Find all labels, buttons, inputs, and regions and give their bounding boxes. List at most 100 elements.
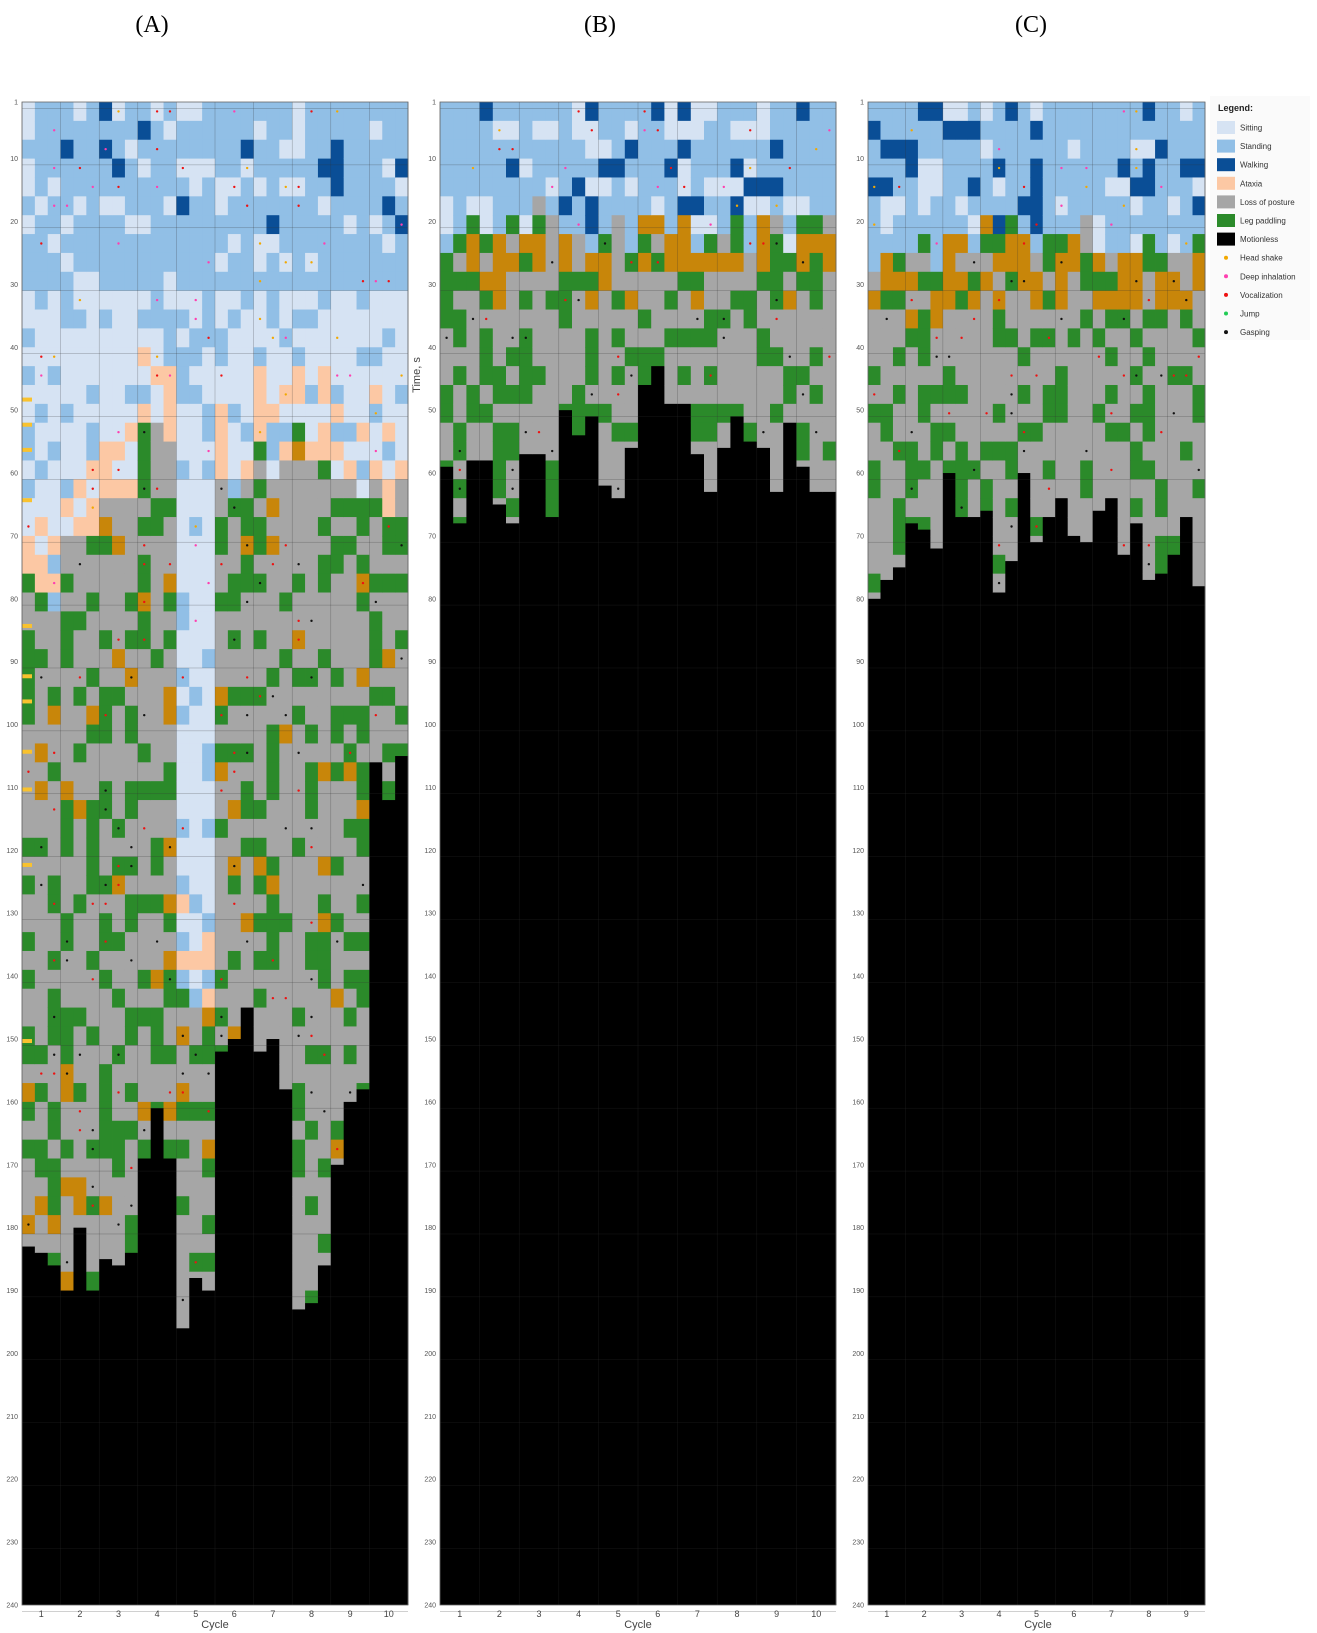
event-dot: [245, 600, 249, 604]
behaviour-cell: [1130, 441, 1143, 461]
behaviour-cell: [292, 932, 306, 952]
x-tick-label: 9: [348, 1609, 353, 1619]
behaviour-cell: [572, 328, 586, 348]
behaviour-cell: [137, 384, 152, 405]
x-tick-label: 9: [1184, 1609, 1189, 1619]
event-dot: [1085, 185, 1088, 189]
behaviour-cell: [917, 177, 931, 197]
behaviour-cell: [717, 366, 731, 386]
behaviour-cell: [369, 724, 383, 744]
behaviour-cell: [343, 781, 357, 801]
behaviour-cell: [253, 1045, 267, 1052]
behaviour-cell: [124, 781, 139, 801]
behaviour-cell: [917, 139, 931, 159]
behaviour-cell: [1167, 328, 1181, 348]
behaviour-cell: [466, 347, 480, 367]
behaviour-cell: [253, 988, 267, 1008]
motionless-bar: [1117, 554, 1131, 1605]
behaviour-cell: [292, 1101, 306, 1122]
behaviour-cell: [266, 309, 280, 329]
behaviour-cell: [34, 271, 49, 292]
legend-marker: [1224, 330, 1228, 335]
behaviour-cell: [1055, 234, 1069, 254]
behaviour-cell: [227, 705, 242, 725]
behaviour-cell: [492, 271, 507, 292]
behaviour-cell: [137, 932, 152, 952]
event-dot: [471, 317, 475, 321]
behaviour-cell: [1042, 271, 1056, 292]
behaviour-cell: [930, 252, 944, 273]
behaviour-cell: [99, 1215, 113, 1235]
motionless-bar: [651, 366, 665, 1605]
behaviour-cell: [382, 724, 396, 744]
behaviour-cell: [317, 366, 332, 386]
behaviour-cell: [1105, 422, 1119, 442]
behaviour-cell: [99, 1064, 113, 1084]
behaviour-cell: [980, 328, 994, 348]
event-dot: [722, 336, 725, 340]
behaviour-cell: [880, 102, 894, 122]
behaviour-cell: [253, 554, 267, 575]
behaviour-cell: [202, 120, 216, 141]
behaviour-cell: [227, 724, 242, 744]
motionless-bar: [880, 579, 894, 1606]
behaviour-cell: [572, 139, 586, 159]
behaviour-cell: [1117, 498, 1131, 518]
event-dot: [361, 280, 365, 283]
behaviour-cell: [86, 667, 100, 688]
behaviour-cell: [756, 366, 771, 386]
behaviour-cell: [22, 1158, 36, 1178]
behaviour-cell: [1130, 403, 1143, 424]
behaviour-cell: [930, 366, 944, 386]
behaviour-cell: [202, 950, 216, 971]
behaviour-cell: [395, 102, 409, 122]
behaviour-cell: [22, 1177, 36, 1197]
behaviour-cell: [73, 347, 87, 367]
behaviour-cell: [215, 1045, 229, 1052]
behaviour-cell: [356, 856, 370, 876]
behaviour-cell: [266, 724, 280, 744]
behaviour-cell: [905, 517, 919, 524]
behaviour-cell: [176, 139, 190, 159]
behaviour-cell: [266, 818, 280, 839]
behaviour-cell: [215, 517, 229, 537]
behaviour-cell: [558, 234, 573, 254]
behaviour-cell: [176, 1309, 190, 1329]
behaviour-cell: [905, 460, 919, 480]
behaviour-cell: [1005, 347, 1019, 367]
behaviour-cell: [163, 573, 177, 593]
behaviour-cell: [1167, 196, 1181, 216]
behaviour-cell: [112, 1233, 126, 1254]
behaviour-cell: [506, 102, 520, 122]
behaviour-cell: [1192, 479, 1206, 499]
behaviour-cell: [1067, 309, 1081, 329]
behaviour-cell: [292, 403, 306, 424]
behaviour-cell: [369, 366, 383, 386]
behaviour-cell: [253, 479, 267, 499]
behaviour-cell: [453, 328, 467, 348]
behaviour-cell: [992, 517, 1006, 537]
behaviour-cell: [796, 290, 810, 310]
behaviour-cell: [99, 498, 113, 518]
event-dot: [910, 298, 913, 302]
behaviour-cell: [292, 139, 306, 159]
behaviour-cell: [395, 498, 409, 518]
behaviour-cell: [240, 498, 254, 518]
behaviour-cell: [99, 403, 113, 424]
behaviour-cell: [330, 894, 345, 914]
behaviour-cell: [369, 498, 383, 518]
behaviour-cell: [99, 1045, 113, 1065]
behaviour-cell: [73, 215, 87, 235]
behaviour-cell: [253, 705, 267, 725]
behaviour-cell: [124, 252, 139, 273]
behaviour-cell: [905, 215, 919, 235]
behaviour-cell: [558, 403, 573, 411]
event-dot: [458, 449, 461, 453]
behaviour-cell: [137, 252, 152, 273]
behaviour-cell: [1017, 347, 1031, 367]
behaviour-cell: [330, 686, 345, 707]
event-dot: [194, 544, 197, 547]
behaviour-cell: [305, 743, 319, 763]
behaviour-cell: [253, 441, 267, 461]
behaviour-cell: [930, 139, 944, 159]
